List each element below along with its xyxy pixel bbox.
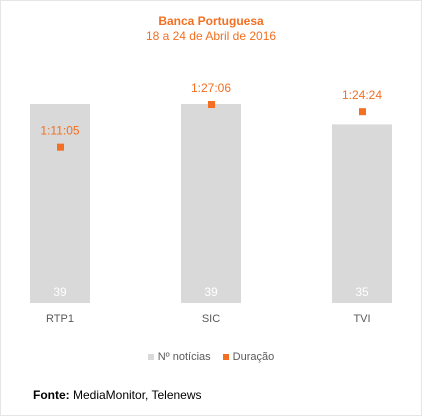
duration-marker-rtp1 xyxy=(57,143,64,151)
bar-sic xyxy=(181,104,241,303)
duration-label-tvi: 1:24:24 xyxy=(342,88,382,102)
legend-item-duracao: Duração xyxy=(222,351,275,363)
chart-title: Banca Portuguesa xyxy=(158,14,264,28)
source-note: Fonte: MediaMonitor, Telenews xyxy=(33,388,202,402)
x-tick-label-rtp1: RTP1 xyxy=(46,313,74,325)
square-gray-icon xyxy=(147,354,154,360)
source-label: Fonte: xyxy=(33,388,70,402)
duration-label-sic: 1:27:06 xyxy=(191,81,231,95)
legend-item-noticias: Nº notícias xyxy=(147,351,211,363)
bar-value-rtp1: 39 xyxy=(53,285,67,299)
x-tick-label-tvi: TVI xyxy=(353,313,370,325)
square-orange-icon xyxy=(222,354,229,360)
bar-value-tvi: 35 xyxy=(355,285,369,299)
duration-marker-sic xyxy=(208,101,215,108)
chart-legend: Nº notícias Duração xyxy=(1,351,421,363)
duration-label-rtp1: 1:11:05 xyxy=(40,124,79,138)
bar-rtp1 xyxy=(30,104,90,303)
legend-label-noticias: Nº notícias xyxy=(157,351,211,363)
source-text: MediaMonitor, Telenews xyxy=(69,388,202,402)
x-tick-label-sic: SIC xyxy=(202,313,220,325)
bar-tvi xyxy=(332,124,392,304)
bar-value-sic: 39 xyxy=(204,285,218,299)
legend-label-duracao: Duração xyxy=(232,351,275,363)
duration-marker-tvi xyxy=(359,108,366,116)
chart-plot: 39 1:11:05 RTP1 39 1:27:06 SIC 35 1:24:24 TVI xyxy=(30,81,392,325)
chart-subtitle: 18 a 24 de Abril de 2016 xyxy=(145,29,277,43)
